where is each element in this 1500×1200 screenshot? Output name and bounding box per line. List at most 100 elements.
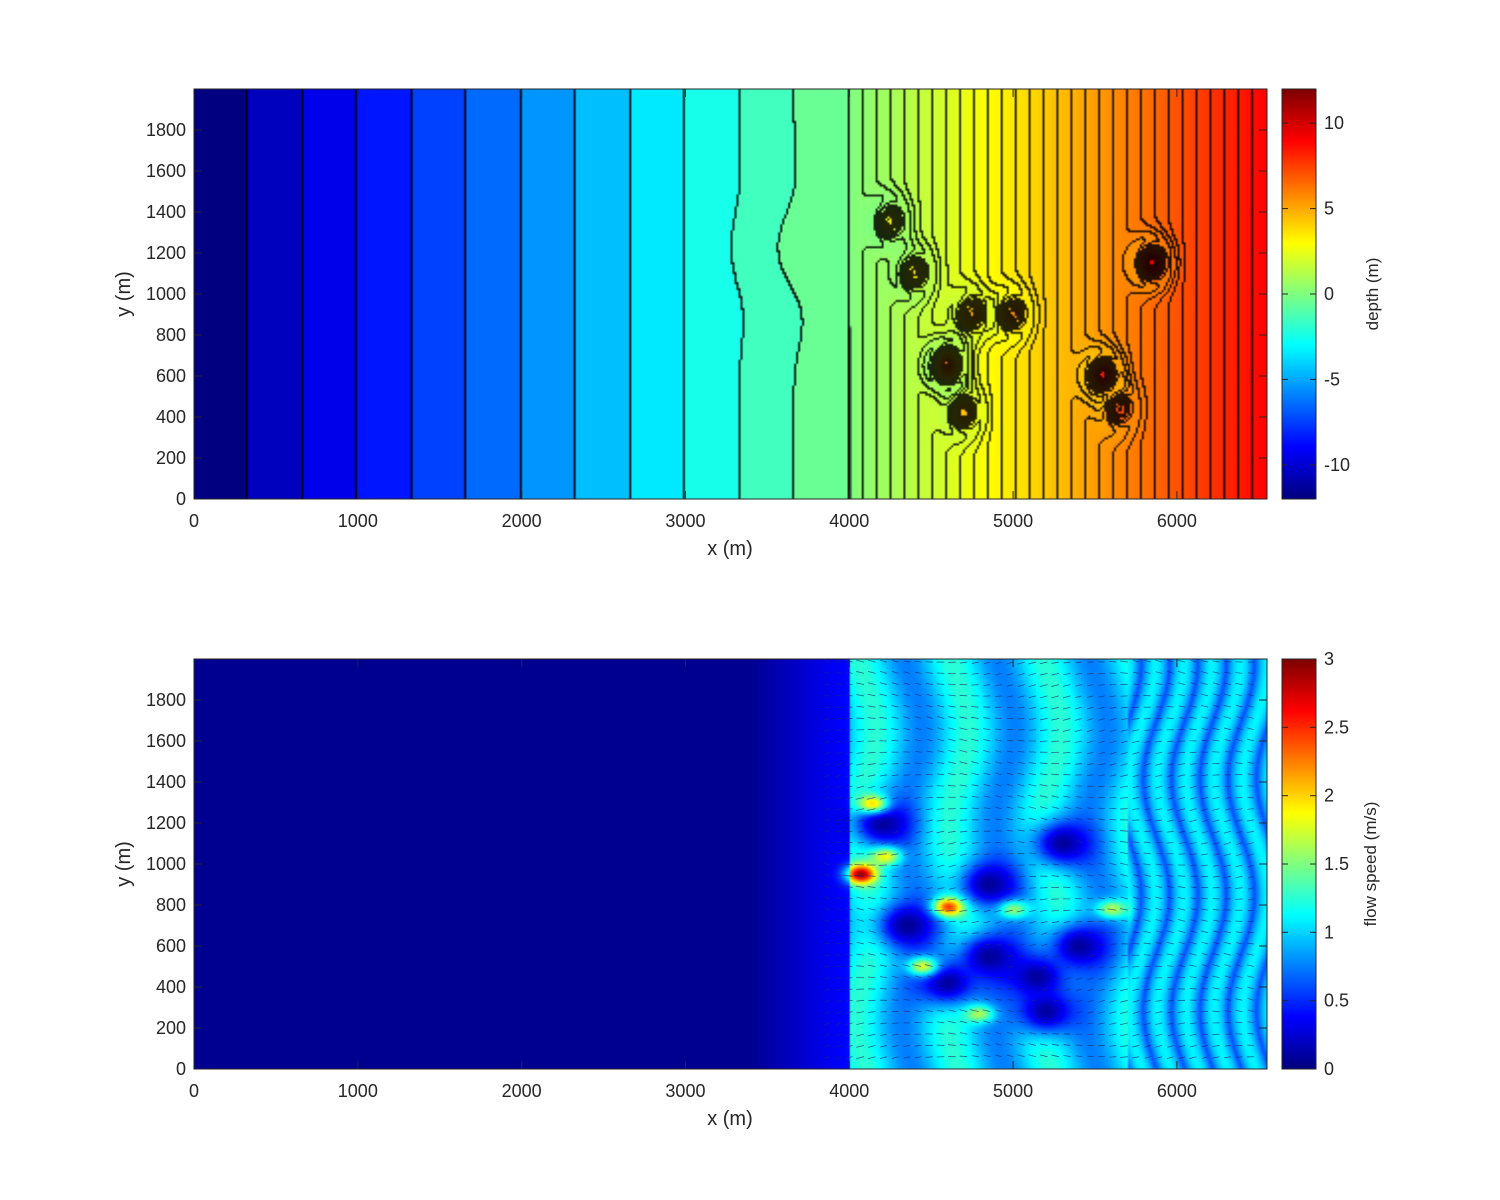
velocity-arrow xyxy=(1177,751,1186,754)
velocity-arrow xyxy=(971,661,979,664)
velocity-arrow xyxy=(938,998,945,1001)
velocity-arrow xyxy=(959,796,968,798)
velocity-arrow xyxy=(1108,1022,1117,1025)
velocity-arrow xyxy=(1155,896,1163,900)
velocity-arrow xyxy=(845,819,853,822)
velocity-arrow xyxy=(1120,885,1128,888)
velocity-arrow xyxy=(1132,751,1140,755)
velocity-arrow xyxy=(835,808,842,811)
velocity-arrow xyxy=(835,785,842,789)
velocity-arrow xyxy=(1235,1056,1243,1058)
velocity-arrow xyxy=(824,660,830,663)
velocity-arrow xyxy=(1200,704,1209,708)
velocity-arrow xyxy=(1154,785,1163,789)
velocity-arrow xyxy=(971,921,979,924)
velocity-arrow xyxy=(824,977,830,980)
velocity-arrow xyxy=(1109,977,1117,980)
velocity-arrow xyxy=(1052,1032,1060,1035)
velocity-arrow xyxy=(835,751,842,755)
velocity-arrow xyxy=(1074,729,1082,732)
velocity-arrow xyxy=(1167,896,1174,900)
velocity-arrow xyxy=(924,964,933,967)
velocity-arrow xyxy=(995,987,1002,990)
velocity-arrow xyxy=(1166,874,1174,877)
velocity-arrow xyxy=(1051,784,1060,787)
velocity-arrow xyxy=(938,964,945,967)
velocity-arrow xyxy=(1018,943,1025,947)
velocity-arrow xyxy=(1144,988,1151,991)
velocity-arrow xyxy=(1109,999,1117,1003)
velocity-arrow xyxy=(1224,682,1232,686)
velocity-arrow xyxy=(1017,1031,1025,1035)
velocity-arrow xyxy=(959,1009,968,1012)
velocity-arrow xyxy=(1120,785,1128,788)
velocity-arrow xyxy=(1247,1021,1254,1024)
velocity-arrow xyxy=(856,740,865,743)
y-tick-label: 400 xyxy=(156,977,186,997)
velocity-arrow xyxy=(914,682,922,686)
velocity-arrow xyxy=(1247,694,1254,697)
velocity-arrow xyxy=(914,1056,922,1059)
velocity-arrow xyxy=(1029,921,1037,924)
velocity-arrow xyxy=(844,885,853,888)
velocity-arrow xyxy=(927,986,933,990)
depth-field-image xyxy=(194,89,1267,499)
velocity-arrow xyxy=(1177,1022,1186,1025)
velocity-arrow xyxy=(892,908,899,911)
velocity-arrow xyxy=(1064,817,1071,821)
velocity-arrow xyxy=(959,1032,968,1035)
velocity-arrow xyxy=(1006,783,1014,787)
velocity-arrow xyxy=(914,660,922,663)
velocity-arrow xyxy=(867,964,876,967)
velocity-arrow xyxy=(867,774,876,777)
velocity-arrow xyxy=(1120,774,1128,777)
velocity-arrow xyxy=(1200,785,1209,788)
velocity-arrow xyxy=(1154,1022,1163,1026)
velocity-arrow xyxy=(1098,818,1105,821)
velocity-arrow xyxy=(1109,818,1117,821)
y-tick-label: 1800 xyxy=(146,120,186,140)
velocity-arrow xyxy=(903,785,910,788)
velocity-arrow xyxy=(971,1043,979,1046)
velocity-arrow xyxy=(948,875,956,879)
velocity-arrow xyxy=(1154,808,1163,811)
velocity-arrow xyxy=(1017,921,1025,924)
velocity-arrow xyxy=(1063,886,1071,888)
velocity-arrow xyxy=(1018,932,1025,936)
velocity-arrow xyxy=(1247,683,1254,686)
velocity-arrow xyxy=(1236,953,1243,956)
velocity-arrow xyxy=(995,739,1002,742)
colorbar-tick-label: 2.5 xyxy=(1324,717,1349,737)
velocity-arrow xyxy=(1223,864,1232,868)
velocity-arrow xyxy=(1039,1054,1048,1058)
velocity-arrow xyxy=(1109,785,1117,788)
velocity-arrow xyxy=(1201,728,1209,731)
velocity-arrow xyxy=(1120,718,1128,721)
velocity-arrow xyxy=(1144,729,1151,732)
velocity-arrow xyxy=(1246,727,1255,731)
velocity-arrow xyxy=(1223,920,1232,922)
velocity-arrow xyxy=(1030,1021,1037,1024)
velocity-arrow xyxy=(1154,819,1163,822)
velocity-arrow xyxy=(1201,739,1209,742)
velocity-arrow xyxy=(1063,672,1071,676)
velocity-arrow xyxy=(1190,908,1197,911)
velocity-arrow xyxy=(877,853,887,856)
velocity-arrow xyxy=(842,874,853,877)
velocity-arrow xyxy=(903,693,910,697)
velocity-arrow xyxy=(925,682,933,686)
velocity-arrow xyxy=(1109,840,1117,843)
velocity-arrow xyxy=(948,1020,956,1024)
velocity-arrow xyxy=(1178,964,1186,967)
velocity-arrow xyxy=(879,886,887,888)
velocity-arrow xyxy=(1063,909,1071,912)
velocity-arrow xyxy=(1053,977,1060,980)
velocity-arrow xyxy=(1074,763,1082,765)
velocity-arrow xyxy=(1053,943,1060,947)
velocity-arrow xyxy=(868,919,876,922)
velocity-arrow xyxy=(1223,853,1232,857)
velocity-arrow xyxy=(1039,806,1048,810)
velocity-arrow xyxy=(855,885,865,888)
velocity-arrow xyxy=(926,727,933,731)
velocity-arrow xyxy=(1064,863,1071,866)
